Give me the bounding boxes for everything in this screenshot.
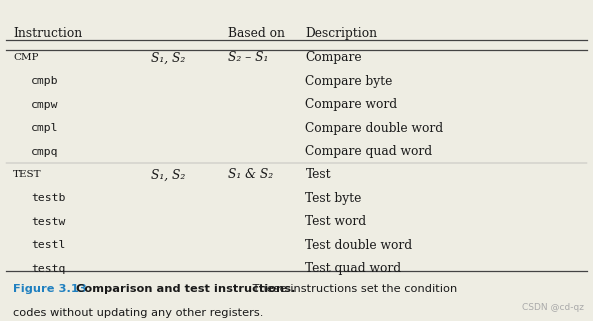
- Text: testw: testw: [31, 217, 65, 227]
- Text: S₂ – S₁: S₂ – S₁: [228, 51, 269, 64]
- Text: Compare word: Compare word: [305, 98, 397, 111]
- Text: Compare byte: Compare byte: [305, 75, 393, 88]
- Text: Test word: Test word: [305, 215, 366, 228]
- Text: codes without updating any other registers.: codes without updating any other registe…: [13, 308, 263, 318]
- Text: testq: testq: [31, 264, 65, 274]
- Text: testl: testl: [31, 240, 65, 250]
- Text: Test: Test: [305, 169, 331, 181]
- Text: CSDN @cd-qz: CSDN @cd-qz: [522, 303, 584, 312]
- Text: S₁, S₂: S₁, S₂: [151, 51, 186, 64]
- Text: Instruction: Instruction: [13, 27, 82, 40]
- Text: cmpl: cmpl: [31, 123, 58, 133]
- Text: Figure 3.13: Figure 3.13: [13, 284, 87, 294]
- Text: cmpq: cmpq: [31, 146, 58, 157]
- Text: Test double word: Test double word: [305, 239, 413, 252]
- Text: cmpw: cmpw: [31, 100, 58, 110]
- Text: Compare quad word: Compare quad word: [305, 145, 432, 158]
- Text: Test quad word: Test quad word: [305, 262, 401, 275]
- Text: S₁ & S₂: S₁ & S₂: [228, 169, 273, 181]
- Text: TEST: TEST: [13, 170, 42, 179]
- Text: These instructions set the condition: These instructions set the condition: [249, 284, 457, 294]
- Text: Description: Description: [305, 27, 378, 40]
- Text: Test byte: Test byte: [305, 192, 362, 205]
- Text: cmpb: cmpb: [31, 76, 58, 86]
- Text: Compare: Compare: [305, 51, 362, 64]
- Text: Comparison and test instructions.: Comparison and test instructions.: [68, 284, 295, 294]
- Text: CMP: CMP: [13, 53, 39, 62]
- Text: testb: testb: [31, 193, 65, 204]
- Text: Based on: Based on: [228, 27, 285, 40]
- Text: S₁, S₂: S₁, S₂: [151, 169, 186, 181]
- Text: Compare double word: Compare double word: [305, 122, 444, 134]
